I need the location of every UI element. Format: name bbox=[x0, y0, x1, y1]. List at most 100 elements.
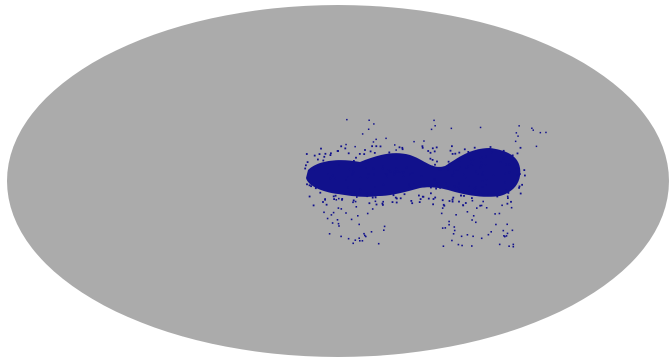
scatter-dot bbox=[470, 158, 473, 161]
scatter-dot bbox=[381, 202, 384, 205]
scatter-dot bbox=[508, 171, 511, 174]
scatter-dot bbox=[340, 145, 343, 148]
scatter-dot bbox=[476, 207, 478, 209]
scatter-dot bbox=[331, 222, 334, 224]
scatter-dot bbox=[435, 146, 438, 149]
scatter-dot bbox=[452, 233, 455, 235]
scatter-dot bbox=[394, 196, 397, 199]
scatter-dot bbox=[502, 149, 505, 152]
scatter-dot bbox=[399, 197, 402, 200]
scatter-dot bbox=[379, 145, 382, 148]
scatter-dot bbox=[435, 182, 438, 185]
scatter-dot bbox=[480, 204, 483, 207]
scatter-dot bbox=[405, 166, 408, 169]
scatter-dot bbox=[402, 175, 405, 178]
scatter-dot bbox=[365, 192, 368, 195]
scatter-dot bbox=[401, 148, 404, 151]
scatter-dot bbox=[374, 200, 377, 203]
scatter-dot bbox=[462, 204, 464, 206]
scatter-dot bbox=[441, 207, 444, 209]
scatter-dot bbox=[508, 245, 510, 247]
scatter-dot bbox=[308, 195, 311, 198]
scatter-dot bbox=[346, 118, 348, 121]
scatter-dot bbox=[316, 164, 319, 167]
scatter-dot bbox=[409, 174, 411, 177]
scatter-dot bbox=[328, 233, 331, 235]
scatter-dot bbox=[507, 197, 509, 199]
scatter-dot bbox=[505, 235, 508, 237]
scatter-dot bbox=[467, 165, 469, 168]
scatter-dot bbox=[434, 125, 436, 127]
scatter-dot bbox=[330, 152, 332, 155]
scatter-dot bbox=[442, 245, 445, 247]
scatter-dot bbox=[458, 160, 461, 162]
scatter-dot bbox=[420, 175, 423, 177]
scatter-dot bbox=[519, 173, 521, 175]
scatter-dot bbox=[470, 162, 472, 165]
scatter-dot bbox=[355, 193, 357, 196]
scatter-dot bbox=[531, 127, 533, 129]
scatter-dot bbox=[383, 173, 386, 176]
scatter-dot bbox=[485, 155, 487, 158]
scatter-dot bbox=[450, 162, 453, 165]
scatter-dot bbox=[366, 176, 369, 179]
scatter-dot bbox=[477, 149, 479, 151]
scatter-dot bbox=[313, 154, 316, 157]
scatter-dot bbox=[453, 171, 455, 174]
scatter-dot bbox=[371, 196, 374, 199]
scatter-dot bbox=[324, 152, 327, 155]
scatter-dot bbox=[332, 211, 335, 214]
scatter-dot bbox=[507, 192, 510, 194]
scatter-dot bbox=[519, 192, 522, 195]
scatter-dot bbox=[350, 218, 353, 221]
scatter-dot bbox=[382, 183, 385, 186]
scatter-dot bbox=[347, 152, 350, 155]
scatter-dot bbox=[337, 207, 340, 209]
scatter-dot bbox=[410, 200, 413, 202]
scatter-dot bbox=[408, 183, 410, 186]
scatter-dot bbox=[487, 233, 490, 236]
scatter-dot bbox=[358, 153, 361, 155]
scatter-dot bbox=[355, 206, 358, 208]
scatter-dot bbox=[349, 192, 352, 195]
scatter-dot bbox=[322, 201, 324, 203]
scatter-dot bbox=[352, 242, 354, 245]
scatter-dot bbox=[354, 145, 356, 148]
scatter-dot bbox=[388, 151, 391, 154]
scatter-dot bbox=[392, 194, 395, 197]
scatter-dot bbox=[337, 222, 340, 225]
scatter-dot bbox=[458, 182, 460, 185]
scatter-dot bbox=[521, 183, 523, 186]
scatter-dot bbox=[433, 150, 436, 153]
scatter-dot bbox=[445, 182, 447, 185]
scatter-dot bbox=[366, 195, 368, 198]
scatter-dot bbox=[482, 200, 484, 203]
scatter-dot bbox=[323, 155, 326, 158]
scatter-dot bbox=[472, 235, 474, 238]
scatter-dot bbox=[312, 169, 315, 171]
scatter-dot bbox=[479, 126, 482, 129]
scatter-dot bbox=[401, 146, 404, 149]
scatter-dot bbox=[441, 199, 444, 202]
scatter-dot bbox=[495, 223, 497, 226]
scatter-dot bbox=[518, 185, 521, 188]
scatter-dot bbox=[431, 159, 434, 161]
scatter-dot bbox=[485, 178, 488, 181]
scatter-dot bbox=[510, 200, 512, 203]
scatter-dot bbox=[391, 201, 394, 203]
scatter-dot bbox=[363, 153, 366, 155]
scatter-dot bbox=[463, 148, 466, 151]
scatter-dot bbox=[314, 187, 317, 190]
scatter-dot bbox=[484, 163, 487, 166]
scatter-dot bbox=[395, 167, 398, 170]
scatter-dot bbox=[539, 131, 542, 134]
scatter-dot bbox=[383, 229, 385, 231]
scatter-dot bbox=[421, 146, 424, 149]
scatter-dot bbox=[370, 194, 373, 196]
scatter-dot bbox=[429, 151, 432, 154]
scatter-dot bbox=[359, 240, 361, 242]
scatter-dot bbox=[377, 242, 380, 245]
scatter-dot bbox=[456, 169, 459, 171]
scatter-dot bbox=[375, 138, 377, 141]
scatter-dot bbox=[352, 199, 355, 202]
